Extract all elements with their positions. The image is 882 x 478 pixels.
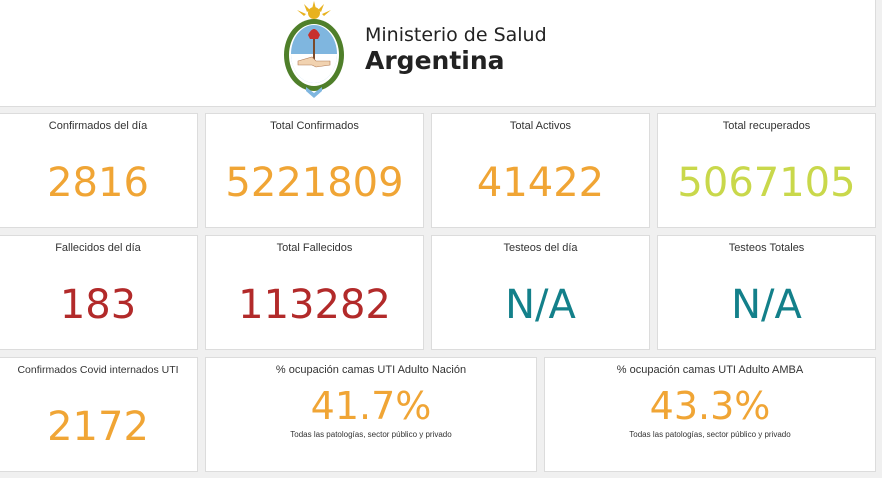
card-ocupacion-uti-nacion: % ocupación camas UTI Adulto Nación 41.7… (205, 357, 537, 472)
card-value: 41422 (476, 160, 605, 206)
card-title: Total Fallecidos (276, 242, 353, 254)
card-fallecidos-del-dia: Fallecidos del día 183 (0, 235, 198, 350)
header-card: Ministerio de Salud Argentina (0, 0, 876, 107)
card-title: Testeos del día (503, 242, 578, 254)
card-value: 5067105 (677, 160, 856, 206)
card-value: 5221809 (225, 160, 404, 206)
card-title: Testeos Totales (728, 242, 805, 254)
card-title: Total recuperados (722, 120, 811, 132)
card-value: 41.7% (310, 384, 432, 428)
card-value: 43.3% (649, 384, 771, 428)
card-value: N/A (505, 282, 576, 328)
card-value: 2816 (47, 160, 149, 206)
card-title: Fallecidos del día (55, 242, 141, 254)
card-internados-uti: Confirmados Covid internados UTI 2172 (0, 357, 198, 472)
ministry-line-2: Argentina (365, 45, 505, 75)
card-title: % ocupación camas UTI Adulto Nación (275, 364, 467, 376)
card-total-fallecidos: Total Fallecidos 113282 (205, 235, 424, 350)
card-testeos-del-dia: Testeos del día N/A (431, 235, 650, 350)
card-note: Todas las patologías, sector público y p… (629, 430, 791, 439)
card-testeos-totales: Testeos Totales N/A (657, 235, 876, 350)
ministry-line-1: Ministerio de Salud (365, 24, 547, 46)
card-total-confirmados: Total Confirmados 5221809 (205, 113, 424, 228)
card-confirmados-del-dia: Confirmados del día 2816 (0, 113, 198, 228)
card-title: Confirmados Covid internados UTI (17, 364, 179, 376)
card-ocupacion-uti-amba: % ocupación camas UTI Adulto AMBA 43.3% … (544, 357, 876, 472)
card-total-recuperados: Total recuperados 5067105 (657, 113, 876, 228)
card-title: Confirmados del día (48, 120, 148, 132)
card-note: Todas las patologías, sector público y p… (290, 430, 452, 439)
card-title: % ocupación camas UTI Adulto AMBA (616, 364, 804, 376)
card-value: 183 (59, 282, 137, 328)
card-value: 113282 (238, 282, 391, 328)
card-title: Total Confirmados (270, 120, 359, 132)
card-title: Total Activos (509, 120, 572, 132)
card-value: 2172 (47, 404, 149, 450)
coat-of-arms-argentina-icon (284, 1, 344, 98)
card-value: N/A (731, 282, 802, 328)
card-total-activos: Total Activos 41422 (431, 113, 650, 228)
